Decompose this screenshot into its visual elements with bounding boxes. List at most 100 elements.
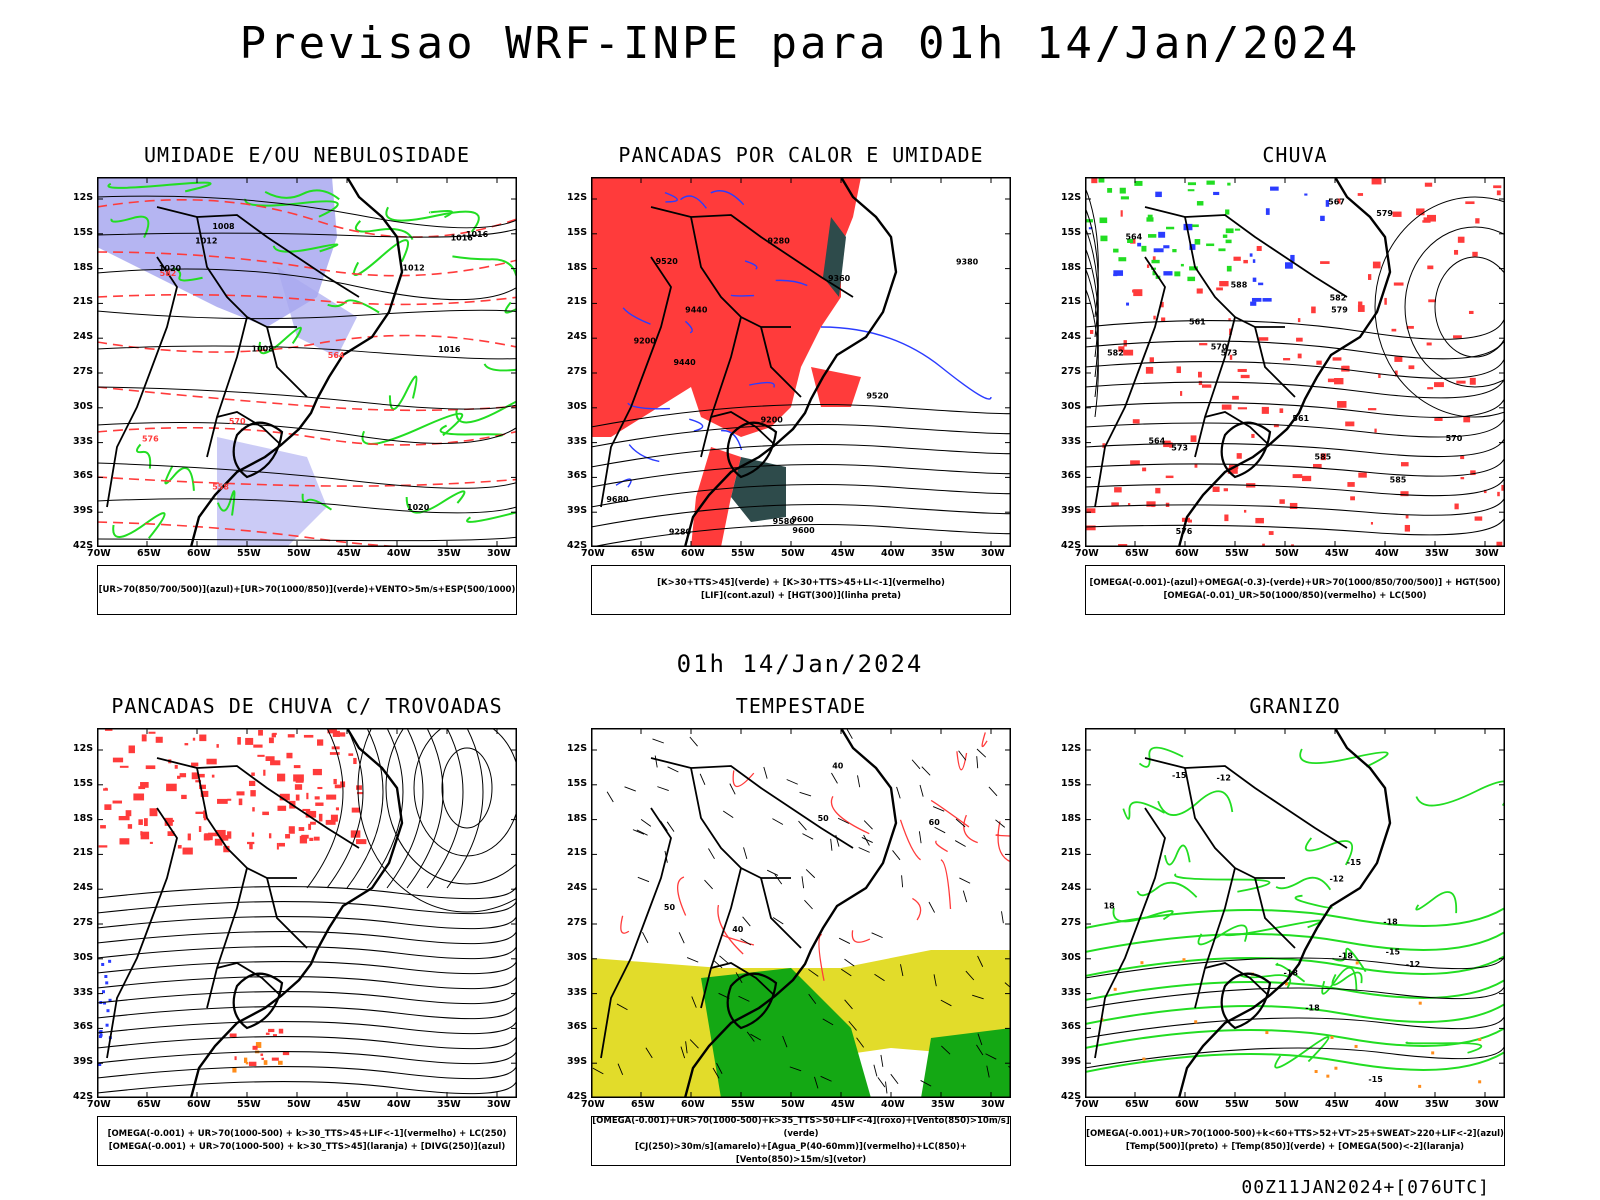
lon-tick-label: 50W [287,548,311,559]
lat-tick-label: 18S [567,812,588,824]
legend-line: [Temp(500)](preto) + [Temp(850)](verde) … [1125,1142,1465,1152]
lat-tick-label: 33S [73,986,94,998]
lat-tick-label: 36S [567,470,588,482]
legend-box: [OMEGA(-0.001) + UR>70(1000-500) + k>30_… [97,1116,517,1166]
lat-tick-label: 33S [1061,986,1082,998]
lon-tick-label: 70W [87,548,111,559]
contour-label: 1008 [252,344,275,353]
lon-tick-label: 60W [1175,548,1199,559]
contour-label: 588 [1231,280,1248,289]
lat-tick-label: 30S [73,400,94,412]
lon-tick-label: 40W [1375,548,1399,559]
lon-tick-label: 70W [581,548,605,559]
panel-title: UMIDADE E/OU NEBULOSIDADE [143,143,471,167]
lat-tick-label: 18S [1061,812,1082,824]
lat-tick-label: 24S [567,331,588,343]
lon-tick-label: 70W [1075,548,1099,559]
lon-tick-label: 40W [881,1099,905,1110]
lat-tick-label: 39S [1061,1056,1082,1068]
weather-map [97,728,517,1098]
lon-tick-label: 60W [681,548,705,559]
contour-label: 582 [160,269,177,278]
panel-title: GRANIZO [1249,694,1341,718]
lat-tick-label: 42S [567,1091,588,1102]
contour-label: -15 [1172,771,1187,780]
lat-tick-label: 30S [567,400,588,412]
lon-tick-label: 60W [187,548,211,559]
lat-tick-label: 36S [73,470,94,482]
contour-label: -15 [1386,948,1401,957]
lat-tick-label: 15S [567,777,588,789]
contour-label: 573 [1171,443,1188,452]
weather-map: -12 -15 -18 -12 -15 -18 -15 -18 -12 18 -15 -18 [1085,728,1505,1098]
contour-label: 582 [1330,293,1347,302]
lat-tick-label: 12S [567,192,588,203]
panel-title: TEMPESTADE [735,694,867,718]
lon-tick-label: 55W [731,1099,755,1110]
lat-tick-label: 18S [73,261,94,273]
lat-tick-label: 15S [1061,226,1082,238]
contour-label: 585 [1390,475,1407,484]
contour-label: -18 [1383,918,1398,927]
contour-label: 585 [1315,453,1332,462]
weather-map: 1012 1016 1008 1020 576 582 564 558 570 1016 1012 1… [97,177,517,547]
lat-tick-label: 36S [567,1021,588,1033]
lat-tick-label: 24S [567,882,588,894]
lat-tick-label: 21S [567,296,588,308]
contour-label: 9580 [773,517,796,526]
contour-label: 1020 [407,503,430,512]
lat-tick-label: 27S [73,917,94,928]
run-footer: 00Z11JAN2024+[076UTC] [1241,1177,1490,1198]
lat-tick-label: 39S [73,1056,94,1068]
contour-label: 9440 [685,306,708,315]
lat-tick-label: 30S [1061,951,1082,963]
lat-tick-label: 33S [1061,435,1082,447]
contour-label: 9360 [828,274,851,283]
lat-tick-label: 36S [1061,470,1082,482]
contour-label: 60 [929,818,941,827]
lat-tick-label: 12S [73,743,94,754]
contour-label: 9680 [606,495,629,504]
legend-line: [LIF](cont.azul) + [HGT(300)](linha pret… [700,591,902,601]
contour-label: 9600 [792,526,815,535]
lat-tick-label: 27S [567,917,588,928]
contour-label: -12 [1216,773,1230,782]
contour-label: 50 [818,814,830,823]
legend-line: [OMEGA(-0.001)-(azul)+OMEGA(-0.3)-(verde… [1089,578,1501,588]
contour-label: 564 [1148,437,1165,446]
contour-label: 576 [1176,527,1193,536]
lon-tick-label: 60W [681,1099,705,1110]
lon-tick-label: 70W [581,1099,605,1110]
legend-box: [OMEGA(-0.001)+UR>70(1000-500)+k<60+TTS>… [1085,1116,1505,1166]
lon-tick-label: 35W [931,548,955,559]
lat-tick-label: 12S [567,743,588,754]
contour-label: 570 [229,417,246,426]
lon-tick-label: 30W [1475,1099,1499,1110]
lon-tick-label: 45W [1325,548,1349,559]
lon-tick-label: 65W [1125,548,1149,559]
lat-tick-label: 18S [1061,261,1082,273]
lat-tick-label: 27S [567,366,588,377]
contour-label: -15 [1347,858,1362,867]
main-title: Previsao WRF-INPE para 01h 14/Jan/2024 [239,18,1361,69]
contour-label: 573 [1221,349,1238,358]
lon-tick-label: 40W [387,548,411,559]
lon-tick-label: 65W [137,548,161,559]
contour-label: -15 [1368,1075,1383,1084]
lat-tick-label: 36S [73,1021,94,1033]
lat-tick-label: 15S [567,226,588,238]
legend-line: [OMEGA(-0.01)_UR>50(1000/850)(vermelho) … [1163,591,1427,601]
lat-tick-label: 15S [1061,777,1082,789]
lon-tick-label: 50W [1275,548,1299,559]
lon-tick-label: 30W [487,548,511,559]
lon-tick-label: 70W [1075,1099,1099,1110]
lon-tick-label: 65W [137,1099,161,1110]
lon-tick-label: 30W [1475,548,1499,559]
contour-label: 9520 [656,257,679,266]
contour-label: 9440 [673,358,696,367]
lat-tick-label: 12S [1061,192,1082,203]
lon-tick-label: 60W [1175,1099,1199,1110]
contour-label: 561 [1292,414,1309,423]
contour-label: -18 [1338,951,1353,960]
lat-tick-label: 30S [1061,400,1082,412]
